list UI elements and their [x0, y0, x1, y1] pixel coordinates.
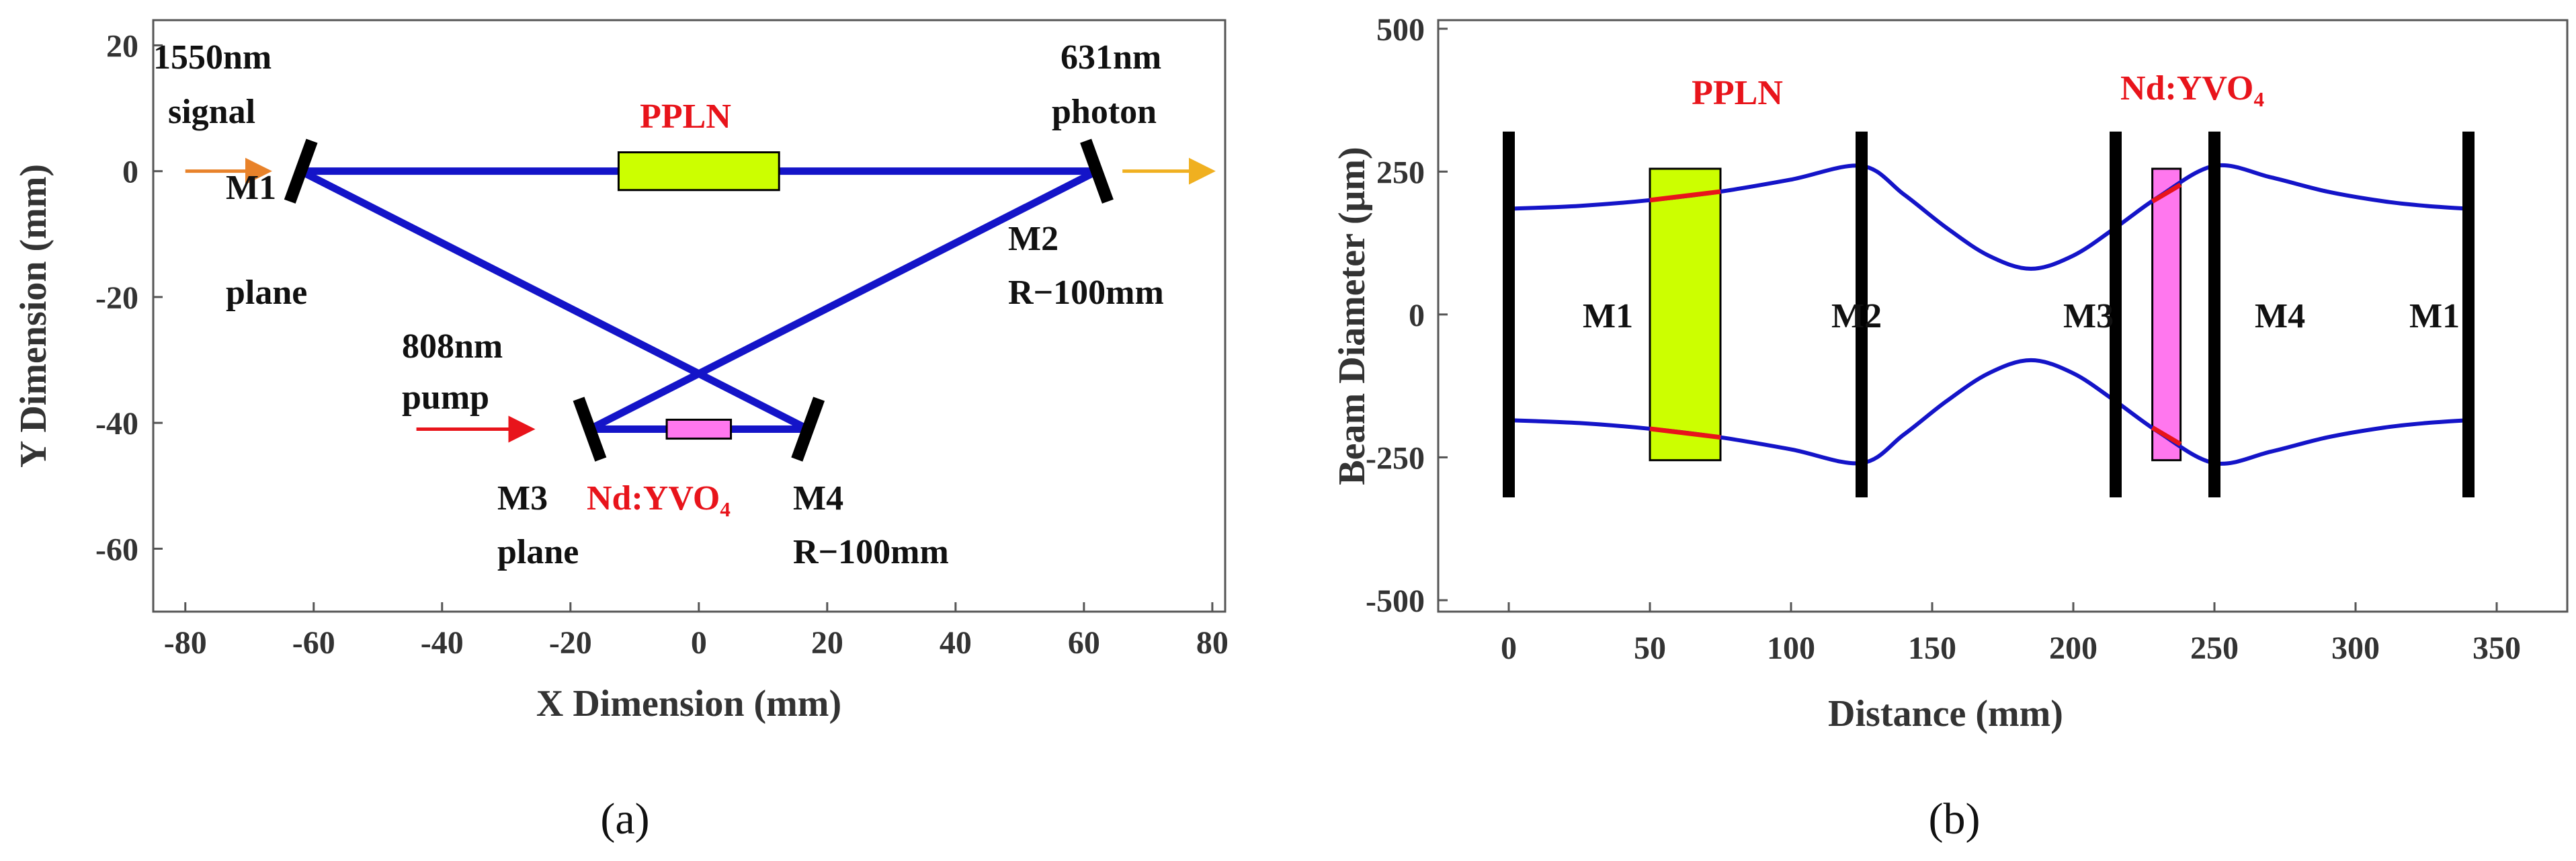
- panel-b-ticks: 0 50 100 150 200 250 300 350 500 250 0 -250 -500: [1366, 12, 2521, 666]
- panel-b-x-tick-label: 250: [2190, 630, 2239, 666]
- panel-b-y-tick-label: -500: [1366, 583, 1425, 619]
- panel-a-m1-sublabel: plane: [226, 274, 307, 312]
- panel-a-crystals: [617, 151, 780, 440]
- panel-b-x-tick-label: 200: [2049, 630, 2097, 666]
- panel-a-x-tick-label: -40: [421, 625, 464, 661]
- panel-a-m3-sublabel: plane: [497, 533, 579, 571]
- panel-a-arrows: [185, 157, 1216, 443]
- panel-a-signal-name: signal: [168, 93, 255, 131]
- panel-b-x-tick-label: 350: [2473, 630, 2521, 666]
- panel-b-ndyvo4-crystal: [2151, 167, 2182, 462]
- panel-a-mirror-m4: [791, 397, 825, 462]
- panel-a-m4-label: M4: [793, 479, 843, 518]
- panel-a-x-tick-label: -20: [549, 625, 592, 661]
- panel-b-ndyvo4-label: Nd:YVO₄: [2120, 69, 2264, 108]
- panel-a-mirror-m2: [1080, 138, 1114, 204]
- panel-a-x-tick-label: 40: [940, 625, 972, 661]
- panel-a-ticks: -80 -60 -40 -20 0 20 40 60 80 20 0 -20 -40 -60: [95, 28, 1229, 661]
- panel-a-ndyvo4-crystal: [665, 418, 733, 440]
- panel-b-m1-label: M1: [1583, 297, 1633, 335]
- panel-b-y-tick-label: 250: [1376, 155, 1425, 190]
- panel-a-m3-label: M3: [497, 479, 548, 518]
- panel-b-m1-end-label: M1: [2409, 297, 2460, 335]
- panel-a-m1-label: M1: [226, 169, 276, 207]
- panel-b-m2-label: M2: [1831, 297, 1882, 335]
- panel-a-y-tick-label: 0: [122, 155, 138, 190]
- panel-b-y-tick-label: -250: [1366, 440, 1425, 476]
- panel-a-m2-label: M2: [1008, 220, 1058, 258]
- panel-a-axes-box: [152, 19, 1227, 613]
- panel-a-cavity-layout: -80 -60 -40 -20 0 20 40 60 80 20 0 -20 -40 -60 X Dime…: [13, 19, 1229, 725]
- panel-a-x-tick-label: 20: [811, 625, 843, 661]
- panel-a-ndyvo4-label: Nd:YVO₄: [587, 479, 731, 518]
- panel-a-beam-segment: [585, 167, 1101, 434]
- panel-a-y-tick-label: -20: [95, 280, 138, 316]
- panel-b-ppln-highlight-lower: [1649, 426, 1721, 440]
- panel-a-mirrors: [284, 138, 1114, 462]
- panel-b-ndyvo4-highlight-upper: [2151, 182, 2182, 204]
- panel-a-mirror-m3: [573, 397, 607, 462]
- panel-b-crystal-highlights: [1649, 182, 2182, 446]
- panel-b-m4-label: M4: [2255, 297, 2305, 335]
- panel-a-x-tick-label: 80: [1196, 625, 1229, 661]
- panel-b-x-tick-label: 100: [1767, 630, 1815, 666]
- panel-a-m2-sublabel: R−100mm: [1008, 274, 1164, 312]
- panel-a-x-tick-label: 0: [691, 625, 707, 661]
- panel-a-y-tick-label: -40: [95, 406, 138, 442]
- panel-a-mirror-m1: [284, 138, 318, 204]
- panel-a-m4-sublabel: R−100mm: [793, 533, 949, 571]
- panel-b-x-tick-label: 0: [1501, 630, 1517, 666]
- panel-b-y-tick-label: 500: [1376, 12, 1425, 48]
- panel-b-m3-label: M3: [2063, 297, 2114, 335]
- panel-b-x-tick-label: 150: [1908, 630, 1956, 666]
- panel-a-x-tick-label: -80: [164, 625, 207, 661]
- panel-a-y-tick-label: -60: [95, 532, 138, 567]
- panel-a-y-tick-label: 20: [106, 28, 138, 64]
- panel-b-ppln-label: PPLN: [1692, 74, 1783, 112]
- panel-a-caption: (a): [600, 794, 649, 844]
- panel-a-x-tick-label: 60: [1068, 625, 1100, 661]
- panel-b-ppln-highlight-upper: [1649, 189, 1721, 203]
- panel-a-ppln-label: PPLN: [640, 97, 731, 136]
- panel-a-beam-segment: [297, 167, 812, 434]
- panel-a-photon-name: photon: [1052, 93, 1157, 131]
- panel-b-x-axis-label: Distance (mm): [1828, 693, 2063, 735]
- panel-a-photon-wavelength: 631nm: [1061, 38, 1161, 77]
- panel-b-beam-profile: 0 50 100 150 200 250 300 350 500 250 0 -250 -500 Dis…: [1331, 12, 2569, 735]
- panel-a-y-axis-label: Y Dimension (mm): [13, 164, 54, 468]
- panel-a-x-tick-label: -60: [292, 625, 335, 661]
- panel-a-pump-wavelength: 808nm: [402, 327, 503, 366]
- panel-b-ppln-crystal: [1649, 167, 1722, 462]
- panel-a-ppln-crystal: [617, 151, 780, 192]
- panel-a-signal-wavelength: 1550nm: [153, 38, 272, 77]
- panel-b-y-tick-label: 0: [1409, 298, 1425, 333]
- panel-b-y-axis-label: Beam Diameter (μm): [1331, 147, 1373, 485]
- panel-b-mirrors: [1503, 131, 2475, 497]
- panel-a-x-axis-label: X Dimension (mm): [536, 683, 841, 725]
- panel-b-ndyvo4-highlight-lower: [2151, 425, 2182, 446]
- panel-b-crystals: [1649, 167, 2182, 462]
- panel-b-caption: (b): [1929, 794, 1981, 844]
- panel-a-pump-name: pump: [402, 378, 489, 417]
- panel-b-x-tick-label: 50: [1634, 630, 1666, 666]
- panel-b-axes-box: [1437, 19, 2569, 613]
- panel-b-x-tick-label: 300: [2331, 630, 2380, 666]
